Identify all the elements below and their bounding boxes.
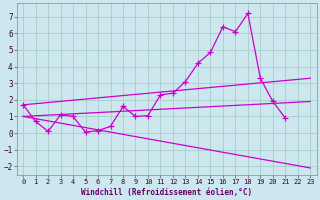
X-axis label: Windchill (Refroidissement éolien,°C): Windchill (Refroidissement éolien,°C): [81, 188, 252, 197]
